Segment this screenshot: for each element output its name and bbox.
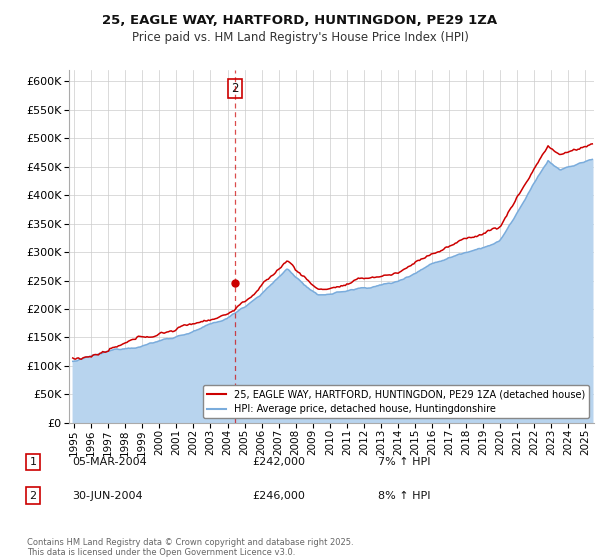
Text: Price paid vs. HM Land Registry's House Price Index (HPI): Price paid vs. HM Land Registry's House … bbox=[131, 31, 469, 44]
Text: 2: 2 bbox=[232, 82, 239, 95]
Text: £242,000: £242,000 bbox=[252, 457, 305, 467]
Text: 2: 2 bbox=[29, 491, 37, 501]
Point bbox=[230, 278, 240, 287]
Text: 05-MAR-2004: 05-MAR-2004 bbox=[72, 457, 147, 467]
Text: 30-JUN-2004: 30-JUN-2004 bbox=[72, 491, 143, 501]
Text: 25, EAGLE WAY, HARTFORD, HUNTINGDON, PE29 1ZA: 25, EAGLE WAY, HARTFORD, HUNTINGDON, PE2… bbox=[103, 14, 497, 27]
Text: 7% ↑ HPI: 7% ↑ HPI bbox=[378, 457, 431, 467]
Text: 8% ↑ HPI: 8% ↑ HPI bbox=[378, 491, 431, 501]
Text: £246,000: £246,000 bbox=[252, 491, 305, 501]
Legend: 25, EAGLE WAY, HARTFORD, HUNTINGDON, PE29 1ZA (detached house), HPI: Average pri: 25, EAGLE WAY, HARTFORD, HUNTINGDON, PE2… bbox=[203, 385, 589, 418]
Text: Contains HM Land Registry data © Crown copyright and database right 2025.
This d: Contains HM Land Registry data © Crown c… bbox=[27, 538, 353, 557]
Text: 1: 1 bbox=[29, 457, 37, 467]
